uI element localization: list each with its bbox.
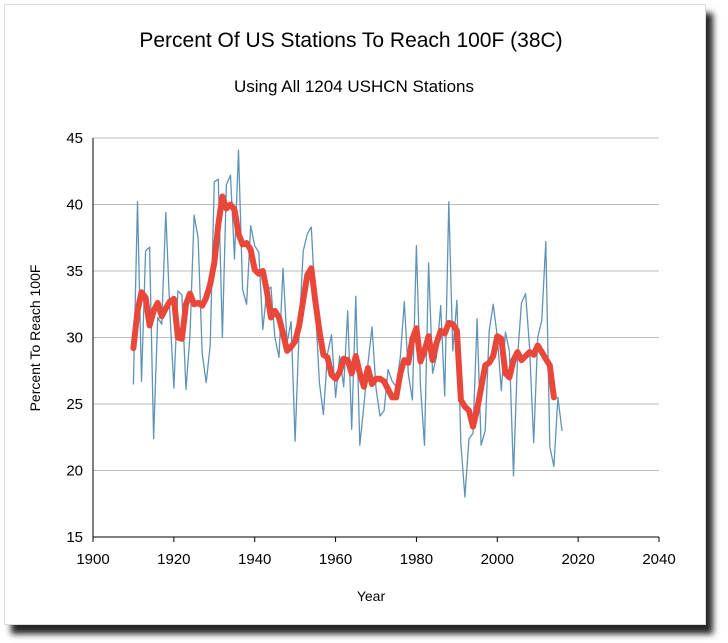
y-tick-label: 25 — [66, 396, 83, 413]
y-tick-label: 15 — [66, 529, 83, 546]
gridlines — [93, 137, 659, 471]
x-axis-label: Year — [357, 588, 386, 604]
axes — [92, 138, 660, 542]
y-tick-label: 30 — [66, 330, 83, 347]
x-tick-label: 2020 — [561, 551, 594, 568]
x-tick-label: 1980 — [400, 551, 433, 568]
x-tick-labels: 1900 1920 1940 1960 1980 2000 2020 2040 — [76, 551, 675, 568]
x-tick-label: 1960 — [319, 551, 352, 568]
smoothed-series-line — [130, 193, 557, 430]
y-tick-label: 20 — [66, 463, 83, 480]
x-tick-label: 1900 — [76, 551, 109, 568]
y-tick-label: 45 — [66, 130, 83, 147]
chart-title: Percent Of US Stations To Reach 100F (38… — [139, 29, 562, 52]
chart-subtitle: Using All 1204 USHCN Stations — [234, 77, 474, 96]
x-tick-label: 2040 — [642, 551, 675, 568]
x-tick-label: 2000 — [481, 551, 514, 568]
x-tick-label: 1940 — [238, 551, 271, 568]
series-lines — [130, 149, 563, 498]
y-tick-labels: 15 20 25 30 35 40 45 — [66, 130, 83, 546]
y-axis-label: Percent To Reach 100F — [27, 265, 43, 412]
y-tick-label: 40 — [66, 197, 83, 214]
y-tick-label: 35 — [66, 263, 83, 280]
annual-series-line — [132, 149, 563, 498]
x-tick-label: 1920 — [157, 551, 190, 568]
